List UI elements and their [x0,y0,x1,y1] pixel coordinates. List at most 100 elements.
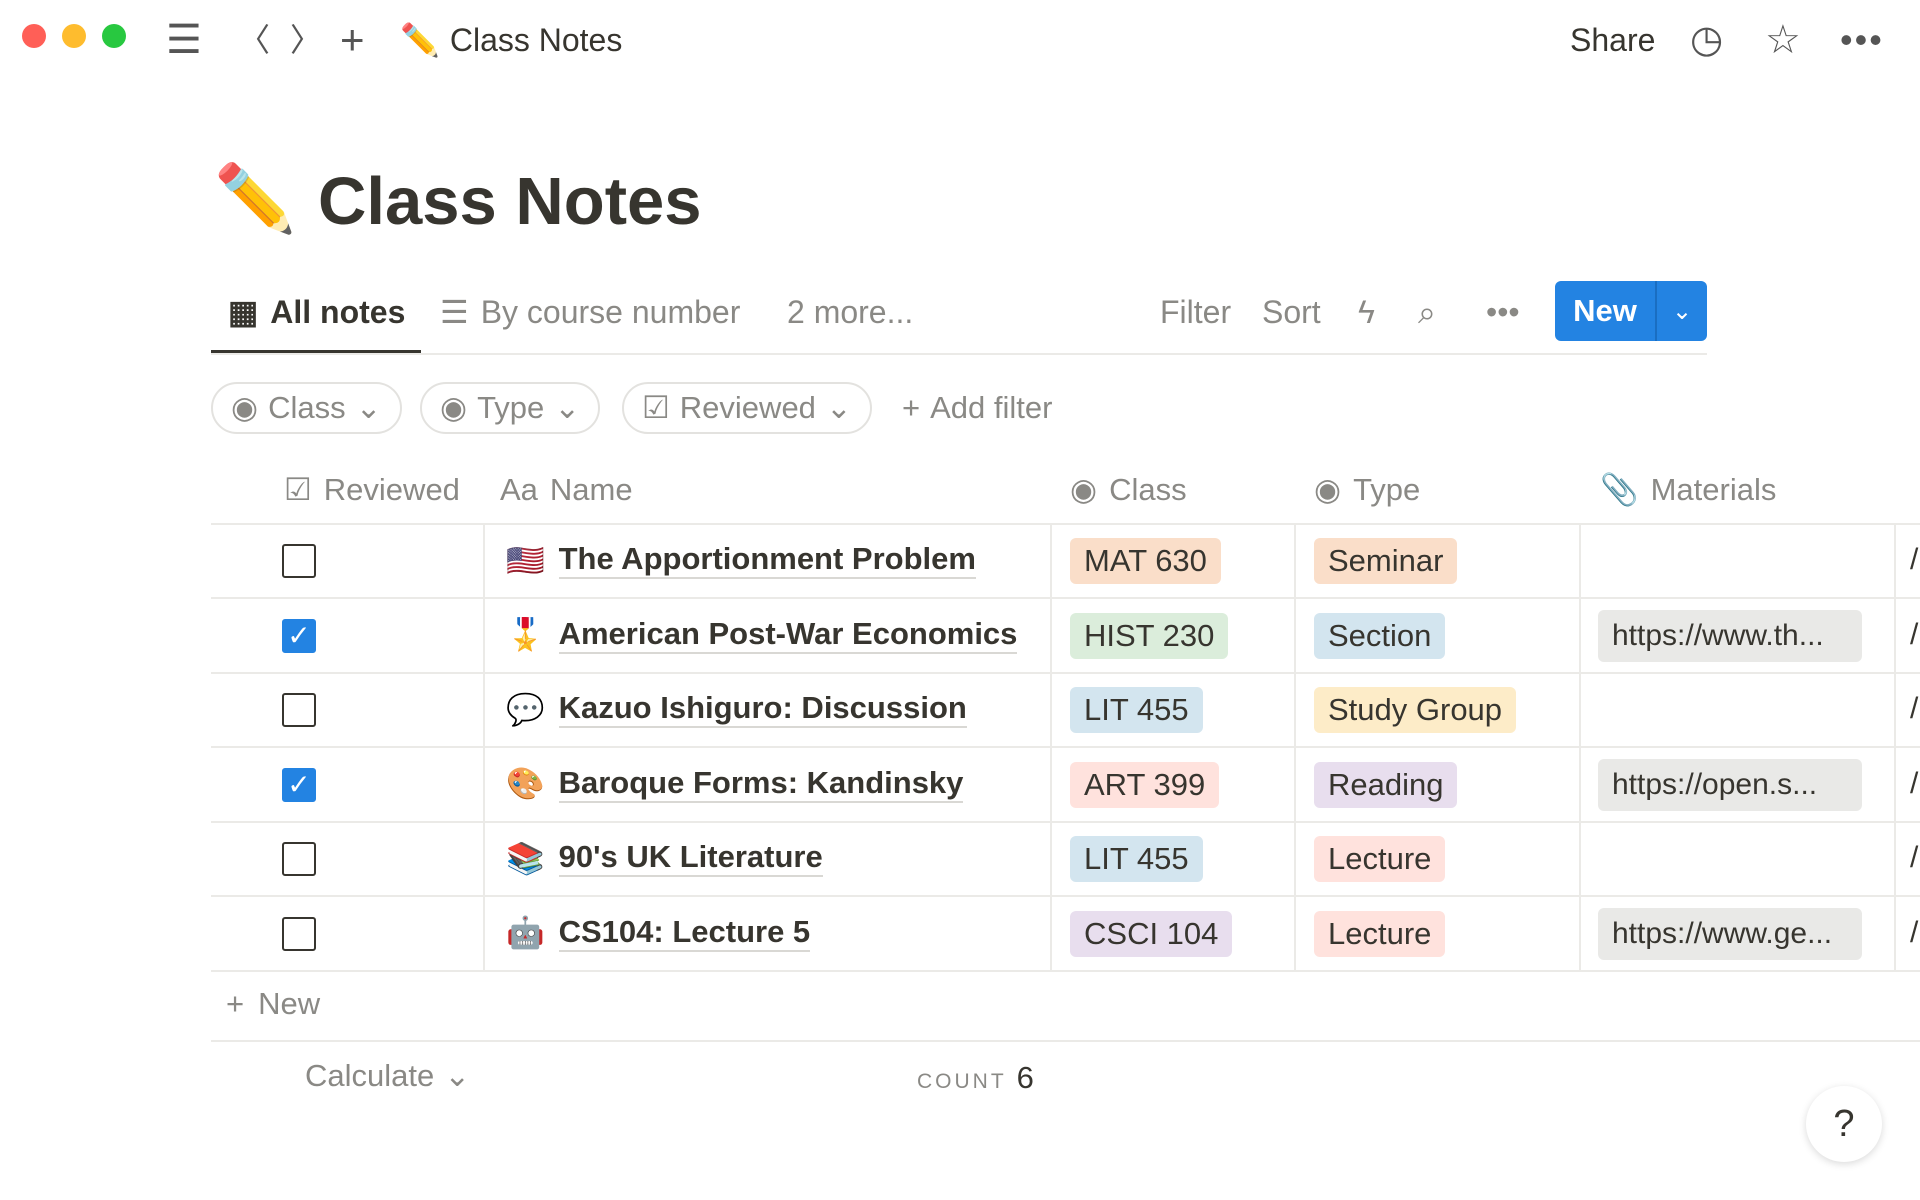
type-tag[interactable]: Lecture [1314,836,1446,882]
row-name[interactable]: 🤖 CS104: Lecture 5 [506,914,811,952]
forward-icon[interactable]: 〉 [290,22,323,58]
type-tag[interactable]: Seminar [1314,538,1458,584]
help-button[interactable]: ? [1806,1086,1882,1162]
view-options-icon[interactable]: ••• [1486,294,1520,330]
column-header-name[interactable]: Aa Name [500,468,633,512]
row-divider [211,820,1920,823]
header-divider [211,523,1920,525]
chevron-down-icon: ⌄ [355,390,382,425]
row-name[interactable]: 🇺🇸 The Apportionment Problem [506,541,976,579]
class-tag[interactable]: ART 399 [1070,761,1220,808]
truncated-cell: / [1910,617,1919,651]
chevron-down-icon[interactable]: ⌄ [1671,297,1693,325]
sort-button[interactable]: Sort [1262,294,1321,330]
materials-link[interactable]: https://open.s... [1598,758,1862,811]
row-divider [211,969,1920,972]
row-emoji-icon: 🤖 [506,915,545,950]
column-header-reviewed[interactable]: ☑ Reviewed [284,468,460,512]
maximize-window-button[interactable] [102,24,126,48]
history-icon[interactable]: ◷ [1690,19,1724,61]
tab-by-course-number[interactable]: ☰ By course number [440,290,740,334]
type-tag[interactable]: Lecture [1314,910,1446,957]
chevron-down-icon: ⌄ [554,390,581,425]
truncated-cell: / [1910,692,1919,725]
class-tag[interactable]: CSCI 104 [1070,910,1233,957]
tab-label: All notes [270,294,406,330]
row-title-link[interactable]: Baroque Forms: Kandinsky [558,765,964,803]
column-divider [1294,524,1296,972]
table-row [211,822,1911,896]
menu-icon[interactable]: ☰ [166,18,202,62]
class-tag[interactable]: LIT 455 [1070,687,1203,733]
star-icon[interactable]: ☆ [1765,18,1801,62]
header-label: Reviewed [323,472,460,507]
truncated-cell: / [1910,841,1919,874]
materials-link[interactable]: https://www.ge... [1598,907,1862,960]
automation-icon[interactable]: ϟ [1358,294,1375,330]
type-tag[interactable]: Section [1314,612,1446,659]
footer-divider [211,1040,1920,1042]
minimize-window-button[interactable] [62,24,86,48]
header-label: Materials [1650,472,1777,507]
count-label: COUNT [917,1070,1007,1093]
row-title-link[interactable]: The Apportionment Problem [558,541,976,579]
row-name[interactable]: 💬 Kazuo Ishiguro: Discussion [506,690,967,728]
row-name[interactable]: 🎨 Baroque Forms: Kandinsky [506,765,964,803]
class-tag[interactable]: HIST 230 [1070,612,1229,659]
tab-all-notes[interactable]: ▦ All notes [228,290,405,334]
more-icon[interactable]: ••• [1840,19,1884,60]
chevron-down-icon: ⌄ [825,390,852,425]
row-title-link[interactable]: Kazuo Ishiguro: Discussion [558,690,967,728]
plus-icon: + [226,986,245,1021]
breadcrumb[interactable]: ✏️ Class Notes [400,18,622,62]
row-divider [211,671,1920,674]
add-row-button[interactable]: + New [226,986,320,1022]
type-tag[interactable]: Reading [1314,761,1458,808]
count-summary[interactable]: COUNT 6 [917,1060,1034,1096]
reviewed-checkbox[interactable] [282,693,316,727]
calculate-button[interactable]: Calculate ⌄ [305,1058,470,1094]
filter-button[interactable]: Filter [1160,294,1232,330]
active-tab-underline [211,350,421,353]
table-row [211,748,1911,822]
truncated-cell: / [1910,915,1919,949]
chip-label: Type [477,390,545,425]
truncated-cell: / [1910,766,1919,800]
list-icon: ☰ [440,294,469,330]
search-icon[interactable]: ⌕ [1418,294,1436,330]
share-button[interactable]: Share [1570,22,1656,58]
column-divider [1050,524,1052,972]
more-views-button[interactable]: 2 more... [787,294,914,330]
materials-link[interactable]: https://www.th... [1598,609,1862,662]
type-tag[interactable]: Study Group [1314,687,1517,733]
chevron-down-icon: ⌄ [444,1058,471,1093]
filter-chip-reviewed[interactable]: ☑ Reviewed ⌄ [622,382,872,434]
row-title-link[interactable]: American Post-War Economics [558,616,1018,654]
tabs-divider [211,353,1707,355]
table-row [211,673,1911,747]
new-page-icon[interactable]: + [340,16,365,63]
reviewed-checkbox[interactable] [282,842,316,876]
row-name[interactable]: 🎖️ American Post-War Economics [506,616,1018,654]
table-row [211,599,1911,673]
column-header-class[interactable]: ◉ Class [1070,468,1187,512]
column-header-materials[interactable]: 📎 Materials [1600,468,1776,512]
column-header-type[interactable]: ◉ Type [1314,468,1420,512]
add-row-label: New [258,986,321,1021]
reviewed-checkbox[interactable]: ✓ [282,767,316,802]
reviewed-checkbox[interactable]: ✓ [282,618,316,653]
add-filter-button[interactable]: + Add filter [884,382,1070,434]
filter-chip-type[interactable]: ◉ Type ⌄ [420,382,601,434]
new-button[interactable]: New [1573,293,1637,328]
row-name[interactable]: 📚 90's UK Literature [506,839,823,877]
class-tag[interactable]: MAT 630 [1070,538,1221,584]
row-title-link[interactable]: CS104: Lecture 5 [558,914,811,952]
reviewed-checkbox[interactable] [282,544,316,578]
reviewed-checkbox[interactable] [282,916,316,951]
back-icon[interactable]: 〈 [238,22,271,58]
close-window-button[interactable] [22,24,46,48]
row-title-link[interactable]: 90's UK Literature [558,839,823,877]
paperclip-icon: 📎 [1600,472,1639,507]
filter-chip-class[interactable]: ◉ Class ⌄ [211,382,402,434]
class-tag[interactable]: LIT 455 [1070,836,1203,882]
